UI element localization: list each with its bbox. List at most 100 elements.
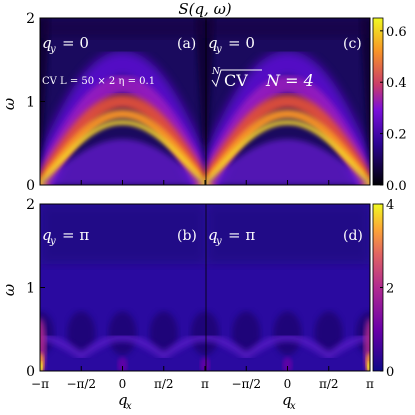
- continuum-band: [206, 119, 370, 185]
- y-tick-label: 2: [26, 11, 35, 27]
- svg-text:= 0: = 0: [62, 34, 89, 52]
- svg-text:N = 4: N = 4: [265, 71, 314, 90]
- lower-continuum: [206, 139, 370, 185]
- arc-shadow: [67, 311, 96, 356]
- heatmap-panel-b: [40, 204, 206, 371]
- panel-d-qy-label: q y = π: [208, 226, 255, 247]
- arc-shadow: [273, 311, 302, 356]
- svg-text:q: q: [208, 34, 218, 52]
- weak-arc: [206, 333, 370, 361]
- continuum-band: [40, 109, 206, 185]
- x-tick-label: −π/2: [231, 377, 261, 391]
- svg-text:y: y: [49, 44, 56, 55]
- svg-text:q: q: [208, 226, 218, 244]
- continuum-band: [40, 94, 206, 185]
- x-tick-label: π: [366, 377, 374, 391]
- weak-arc: [40, 333, 206, 361]
- faint-spot: [206, 357, 210, 371]
- svg-text:CV: CV: [224, 71, 248, 90]
- svg-text:x: x: [290, 401, 296, 412]
- svg-text:= π: = π: [228, 226, 255, 244]
- heatmap-panel-c: [206, 18, 370, 185]
- figure-title: S(q, ω): [178, 0, 231, 18]
- panel-a-qy-label: q y = 0: [42, 34, 89, 55]
- arc-shadow: [191, 311, 206, 356]
- x-tick-label: π/2: [319, 377, 339, 391]
- arc-shadow: [149, 311, 178, 356]
- continuum-band: [40, 75, 206, 185]
- colorbar-tick-label: 0.4: [386, 76, 407, 91]
- panel-b-label: (b): [177, 228, 197, 244]
- heatmap-panel-d: [206, 204, 370, 371]
- x-axis-label-left: q x: [118, 391, 132, 412]
- upper-shade: [206, 204, 370, 264]
- svg-text:y: y: [215, 236, 222, 247]
- colorbar-tick-label: 0: [386, 365, 394, 380]
- panel-c-label: (c): [343, 36, 362, 52]
- panel-c-annotation: N CV N = 4: [211, 67, 314, 90]
- faint-spot: [282, 357, 293, 371]
- y-tick-label: 0: [26, 364, 35, 380]
- faint-spot: [117, 357, 128, 371]
- y-tick-label: 0: [26, 178, 35, 194]
- colorbar-tick-label: 2: [386, 282, 394, 297]
- x-axis-label-right: q x: [282, 391, 296, 412]
- arc-shadow: [108, 311, 137, 356]
- continuum-band: [206, 50, 370, 185]
- gapless-wedge: [206, 18, 215, 169]
- continuum-band: [206, 94, 370, 185]
- bottom-y-ticks: 0 1 2: [26, 197, 45, 380]
- svg-text:y: y: [49, 236, 56, 247]
- x-tick-label: π/2: [154, 377, 174, 391]
- panel-a-label: (a): [177, 36, 196, 52]
- arc-shadow: [232, 311, 261, 356]
- top-y-axis-label: ω: [0, 98, 18, 110]
- colorbar-tick-label: 0.6: [386, 25, 407, 40]
- svg-text:q: q: [118, 391, 128, 409]
- svg-text:y: y: [215, 44, 222, 55]
- y-tick-label: 1: [26, 281, 35, 297]
- upper-dark: [206, 18, 370, 38]
- arc-shadow: [206, 311, 219, 356]
- colorbar-tick-label: 0.0: [386, 179, 407, 194]
- panel-a-annotation: CV L = 50 × 2 η = 0.1: [42, 76, 155, 87]
- y-tick-label: 2: [26, 197, 35, 213]
- x-tick-label: −π: [31, 377, 49, 391]
- svg-text:q: q: [42, 226, 52, 244]
- bright-spot-core: [40, 362, 43, 371]
- bottom-y-axis-label: ω: [0, 284, 18, 296]
- upper-dark: [40, 18, 206, 38]
- gapless-wedge: [195, 18, 206, 185]
- x-tick-label: −π/2: [66, 377, 96, 391]
- panel-c-qy-label: q y = 0: [208, 34, 255, 55]
- heatmap-panel-a: [40, 18, 206, 185]
- svg-text:x: x: [126, 401, 132, 412]
- svg-text:= π: = π: [62, 226, 89, 244]
- upper-shade: [40, 204, 206, 264]
- panel-b-qy-label: q y = π: [42, 226, 89, 247]
- continuum-band: [206, 109, 370, 185]
- gapless-wedge: [360, 18, 370, 185]
- x-ticks: −π −π/2 0 π/2 π −π/2 0 π/2 π: [31, 180, 374, 391]
- continuum-band: [40, 119, 206, 185]
- x-tick-label: 0: [119, 377, 127, 391]
- x-tick-label: 0: [284, 377, 292, 391]
- colorbar-ticks: 0.0 0.2 0.4 0.6 0 2 4: [380, 25, 407, 380]
- continuum-band: [40, 50, 206, 185]
- colorbar-tick-label: 4: [386, 198, 394, 213]
- svg-text:q: q: [282, 391, 292, 409]
- svg-text:= 0: = 0: [228, 34, 255, 52]
- svg-text:N: N: [211, 67, 221, 77]
- x-tick-label: π: [201, 377, 209, 391]
- arc-shadow: [314, 311, 343, 356]
- panel-d-label: (d): [343, 228, 363, 244]
- top-y-ticks: 0 1 2: [26, 11, 45, 194]
- y-tick-label: 1: [26, 95, 35, 111]
- bright-spot-core: [367, 362, 370, 371]
- lower-continuum: [40, 139, 206, 185]
- colorbar-tick-label: 0.2: [386, 128, 407, 143]
- svg-text:q: q: [42, 34, 52, 52]
- top-colorbar: [372, 17, 384, 186]
- continuum-band: [206, 75, 370, 185]
